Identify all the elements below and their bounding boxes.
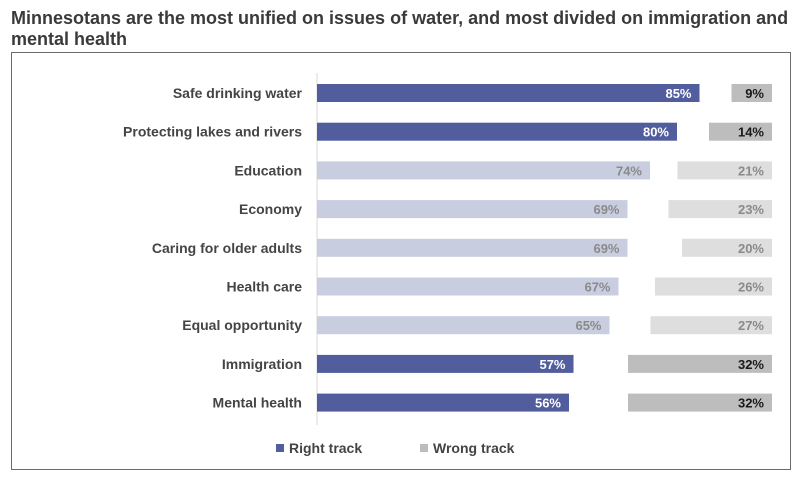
right-track-bar: [317, 122, 677, 141]
legend-swatch-right-track: [276, 444, 284, 452]
category-label: Caring for older adults: [152, 240, 302, 256]
category-label: Equal opportunity: [182, 317, 302, 333]
category-label: Safe drinking water: [173, 85, 303, 101]
right-track-value-label: 85%: [665, 86, 691, 101]
wrong-track-bar: [709, 122, 772, 141]
right-track-value-label: 57%: [539, 357, 565, 372]
legend-swatch-wrong-track: [420, 444, 428, 452]
chart-frame: Safe drinking water 85% 9% Protecting lakes…: [11, 52, 791, 470]
wrong-track-value-label: 32%: [738, 357, 764, 372]
category-label: Education: [234, 162, 302, 178]
right-track-value-label: 56%: [535, 396, 561, 411]
wrong-track-value-label: 32%: [738, 396, 764, 411]
right-track-bar: [317, 277, 619, 296]
right-track-bar: [317, 161, 650, 180]
wrong-track-bar: [668, 200, 772, 219]
wrong-track-value-label: 20%: [738, 241, 764, 256]
category-label: Health care: [227, 279, 303, 295]
category-label: Mental health: [213, 395, 302, 411]
wrong-track-bar: [628, 393, 772, 412]
wrong-track-value-label: 27%: [738, 318, 764, 333]
wrong-track-bar: [655, 277, 772, 296]
legend-label-wrong-track: Wrong track: [433, 440, 515, 456]
wrong-track-value-label: 26%: [738, 280, 764, 295]
right-track-bar: [317, 316, 610, 335]
wrong-track-value-label: 9%: [745, 86, 764, 101]
right-track-bar: [317, 238, 628, 257]
wrong-track-bar: [682, 238, 772, 257]
right-track-bar: [317, 393, 569, 412]
category-label: Economy: [239, 201, 302, 217]
wrong-track-bar: [731, 84, 772, 102]
right-track-value-label: 69%: [593, 202, 619, 217]
right-track-bar: [317, 200, 628, 219]
bar-chart: Safe drinking water 85% 9% Protecting lakes…: [123, 73, 772, 456]
right-track-value-label: 80%: [643, 125, 669, 140]
wrong-track-value-label: 14%: [738, 125, 764, 140]
wrong-track-value-label: 23%: [738, 202, 764, 217]
right-track-bar: [317, 84, 700, 102]
wrong-track-bar: [677, 161, 772, 180]
category-label: Protecting lakes and rivers: [123, 124, 302, 140]
chart-title: Minnesotans are the most unified on issu…: [11, 8, 789, 49]
wrong-track-value-label: 21%: [738, 163, 764, 178]
wrong-track-bar: [650, 316, 772, 335]
wrong-track-bar: [628, 354, 772, 373]
right-track-value-label: 74%: [616, 163, 642, 178]
right-track-value-label: 67%: [584, 280, 610, 295]
legend-label-right-track: Right track: [289, 440, 362, 456]
right-track-value-label: 65%: [575, 318, 601, 333]
category-label: Immigration: [222, 356, 302, 372]
right-track-value-label: 69%: [593, 241, 619, 256]
right-track-bar: [317, 354, 574, 373]
